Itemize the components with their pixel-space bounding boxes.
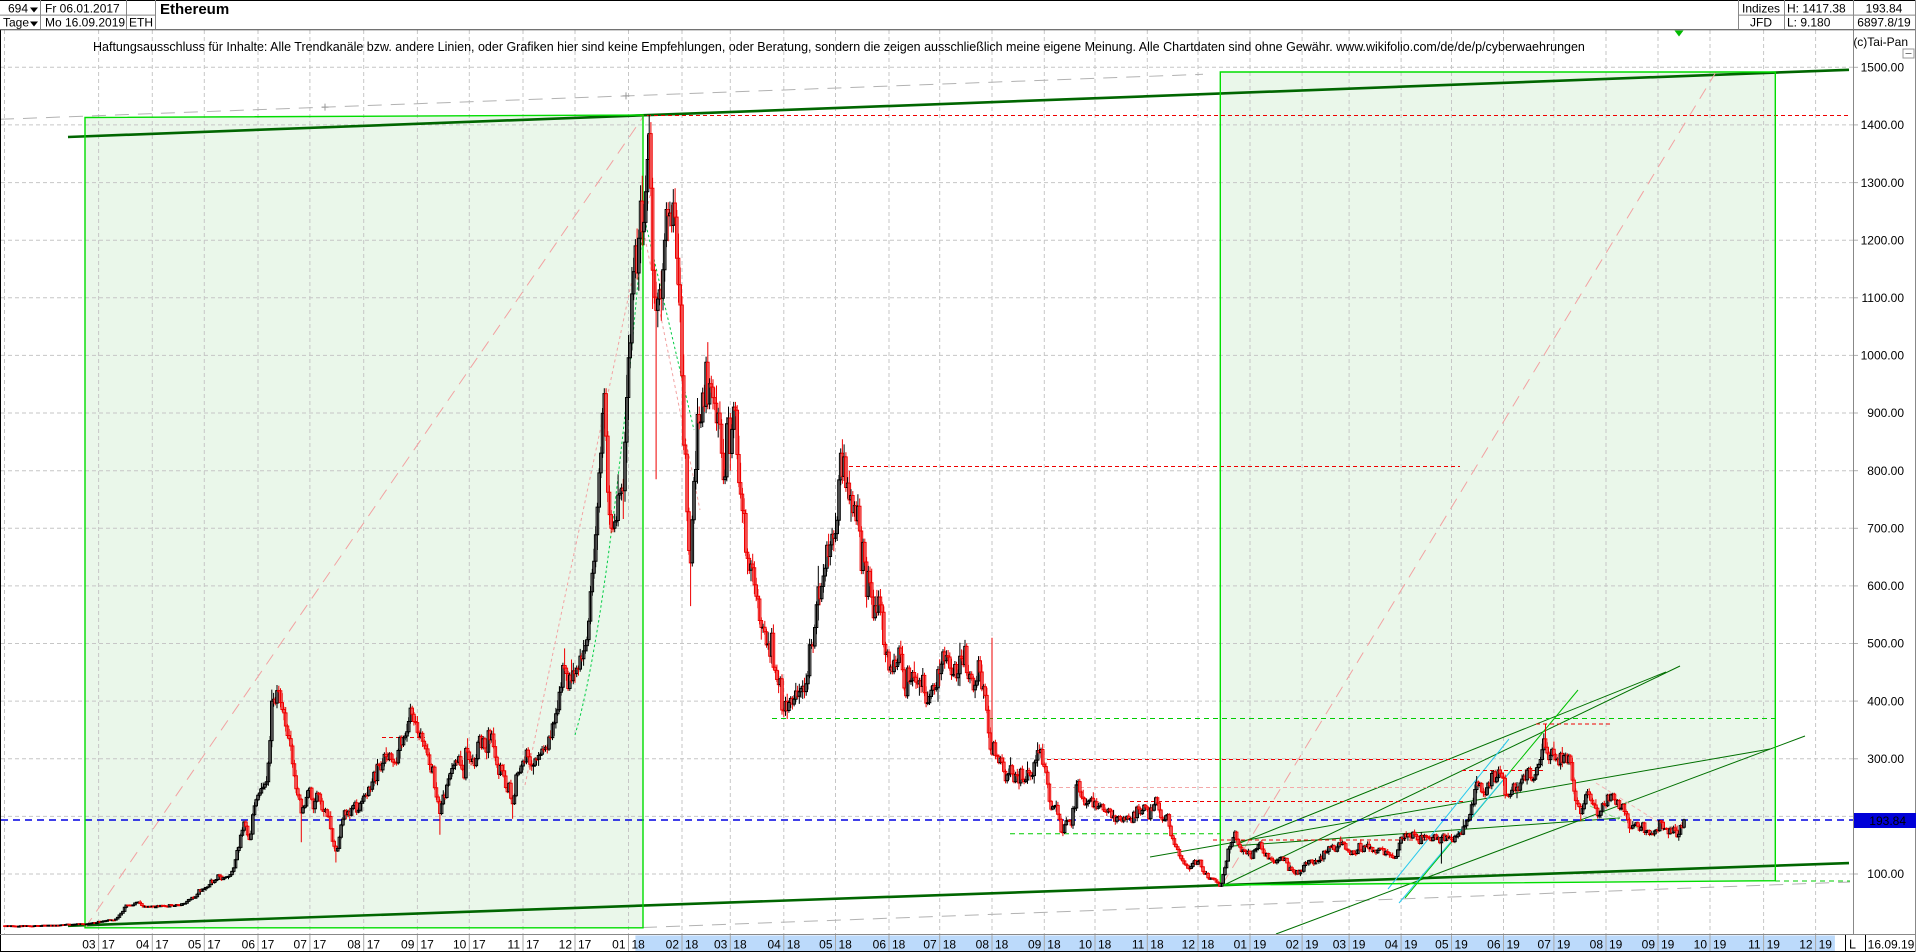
svg-text:19: 19 [1253,938,1267,952]
svg-text:Mo 16.09.2019: Mo 16.09.2019 [45,16,125,30]
svg-text:19: 19 [1557,938,1571,952]
svg-text:09: 09 [1642,938,1656,952]
svg-text:04: 04 [136,938,150,952]
svg-text:03: 03 [714,938,728,952]
svg-text:694: 694 [8,2,28,16]
svg-text:L: L [1849,938,1856,952]
svg-text:Ethereum: Ethereum [160,1,229,18]
svg-text:ETH: ETH [129,16,153,30]
svg-text:02: 02 [666,938,680,952]
svg-text:16.09.19: 16.09.19 [1868,938,1915,952]
svg-text:12: 12 [1799,938,1813,952]
svg-text:19: 19 [1352,938,1366,952]
svg-text:400.00: 400.00 [1867,694,1904,708]
svg-text:12: 12 [1182,938,1196,952]
svg-text:17: 17 [102,938,116,952]
svg-text:04: 04 [1385,938,1399,952]
svg-text:04: 04 [767,938,781,952]
svg-text:Fr 06.01.2017: Fr 06.01.2017 [45,2,120,16]
svg-text:19: 19 [1713,938,1727,952]
svg-text:19: 19 [1661,938,1675,952]
svg-text:700.00: 700.00 [1867,522,1904,536]
svg-text:1200.00: 1200.00 [1861,233,1905,247]
svg-text:1500.00: 1500.00 [1861,61,1905,75]
svg-text:05: 05 [188,938,202,952]
svg-text:18: 18 [733,938,747,952]
svg-text:Indizes: Indizes [1742,2,1780,16]
svg-text:L: 9.180: L: 9.180 [1787,16,1831,30]
svg-text:1000.00: 1000.00 [1861,349,1905,363]
svg-text:12: 12 [559,938,573,952]
svg-text:1100.00: 1100.00 [1862,291,1905,305]
svg-text:18: 18 [1098,938,1112,952]
svg-text:18: 18 [632,938,646,952]
svg-text:800.00: 800.00 [1867,464,1904,478]
svg-text:18: 18 [787,938,801,952]
svg-text:100.00: 100.00 [1867,867,1904,881]
svg-text:11: 11 [1132,938,1145,952]
svg-text:06: 06 [242,938,256,952]
svg-text:18: 18 [1201,938,1215,952]
svg-text:17: 17 [578,938,592,952]
svg-text:17: 17 [155,938,169,952]
svg-text:193.84: 193.84 [1866,2,1903,16]
svg-text:19: 19 [1305,938,1319,952]
svg-text:17: 17 [526,938,540,952]
svg-text:11: 11 [1748,938,1761,952]
svg-text:18: 18 [839,938,853,952]
svg-text:01: 01 [612,938,626,952]
svg-text:08: 08 [347,938,361,952]
svg-text:03: 03 [1333,938,1347,952]
svg-text:17: 17 [420,938,434,952]
svg-text:18: 18 [943,938,957,952]
svg-text:07: 07 [1538,938,1552,952]
svg-text:17: 17 [472,938,486,952]
svg-text:11: 11 [508,938,521,952]
svg-text:08: 08 [1590,938,1604,952]
svg-text:09: 09 [401,938,415,952]
svg-text:6897.8/19: 6897.8/19 [1857,16,1911,30]
svg-text:19: 19 [1767,938,1781,952]
svg-text:300.00: 300.00 [1867,752,1904,766]
svg-text:19: 19 [1507,938,1521,952]
svg-text:18: 18 [1047,938,1061,952]
svg-text:600.00: 600.00 [1867,579,1904,593]
svg-text:1300.00: 1300.00 [1861,176,1905,190]
svg-text:Tage: Tage [3,16,29,30]
svg-text:10: 10 [453,938,467,952]
svg-text:17: 17 [207,938,221,952]
svg-text:Haftungsausschluss für Inhalte: Haftungsausschluss für Inhalte: Alle Tre… [93,40,1585,54]
svg-text:06: 06 [1487,938,1501,952]
svg-text:08: 08 [976,938,990,952]
svg-text:18: 18 [1150,938,1164,952]
svg-text:19: 19 [1455,938,1469,952]
svg-text:18: 18 [995,938,1009,952]
svg-text:06: 06 [873,938,887,952]
svg-text:18: 18 [685,938,699,952]
svg-text:05: 05 [1435,938,1449,952]
svg-text:(c)Tai-Pan: (c)Tai-Pan [1853,35,1908,49]
svg-text:05: 05 [819,938,833,952]
svg-text:17: 17 [367,938,381,952]
svg-text:01: 01 [1234,938,1248,952]
svg-text:10: 10 [1694,938,1708,952]
svg-text:193.84: 193.84 [1869,814,1906,828]
svg-text:10: 10 [1079,938,1093,952]
svg-text:JFD: JFD [1750,16,1772,30]
svg-text:07: 07 [294,938,308,952]
svg-text:18: 18 [892,938,906,952]
svg-text:17: 17 [261,938,275,952]
svg-text:1400.00: 1400.00 [1861,118,1905,132]
svg-text:500.00: 500.00 [1867,637,1904,651]
svg-text:19: 19 [1404,938,1418,952]
svg-text:03: 03 [82,938,96,952]
svg-text:09: 09 [1028,938,1042,952]
svg-text:17: 17 [313,938,327,952]
svg-text:19: 19 [1819,938,1833,952]
svg-text:07: 07 [923,938,937,952]
svg-text:02: 02 [1286,938,1300,952]
svg-text:19: 19 [1609,938,1623,952]
svg-text:900.00: 900.00 [1867,406,1904,420]
svg-text:H: 1417.38: H: 1417.38 [1787,2,1846,16]
